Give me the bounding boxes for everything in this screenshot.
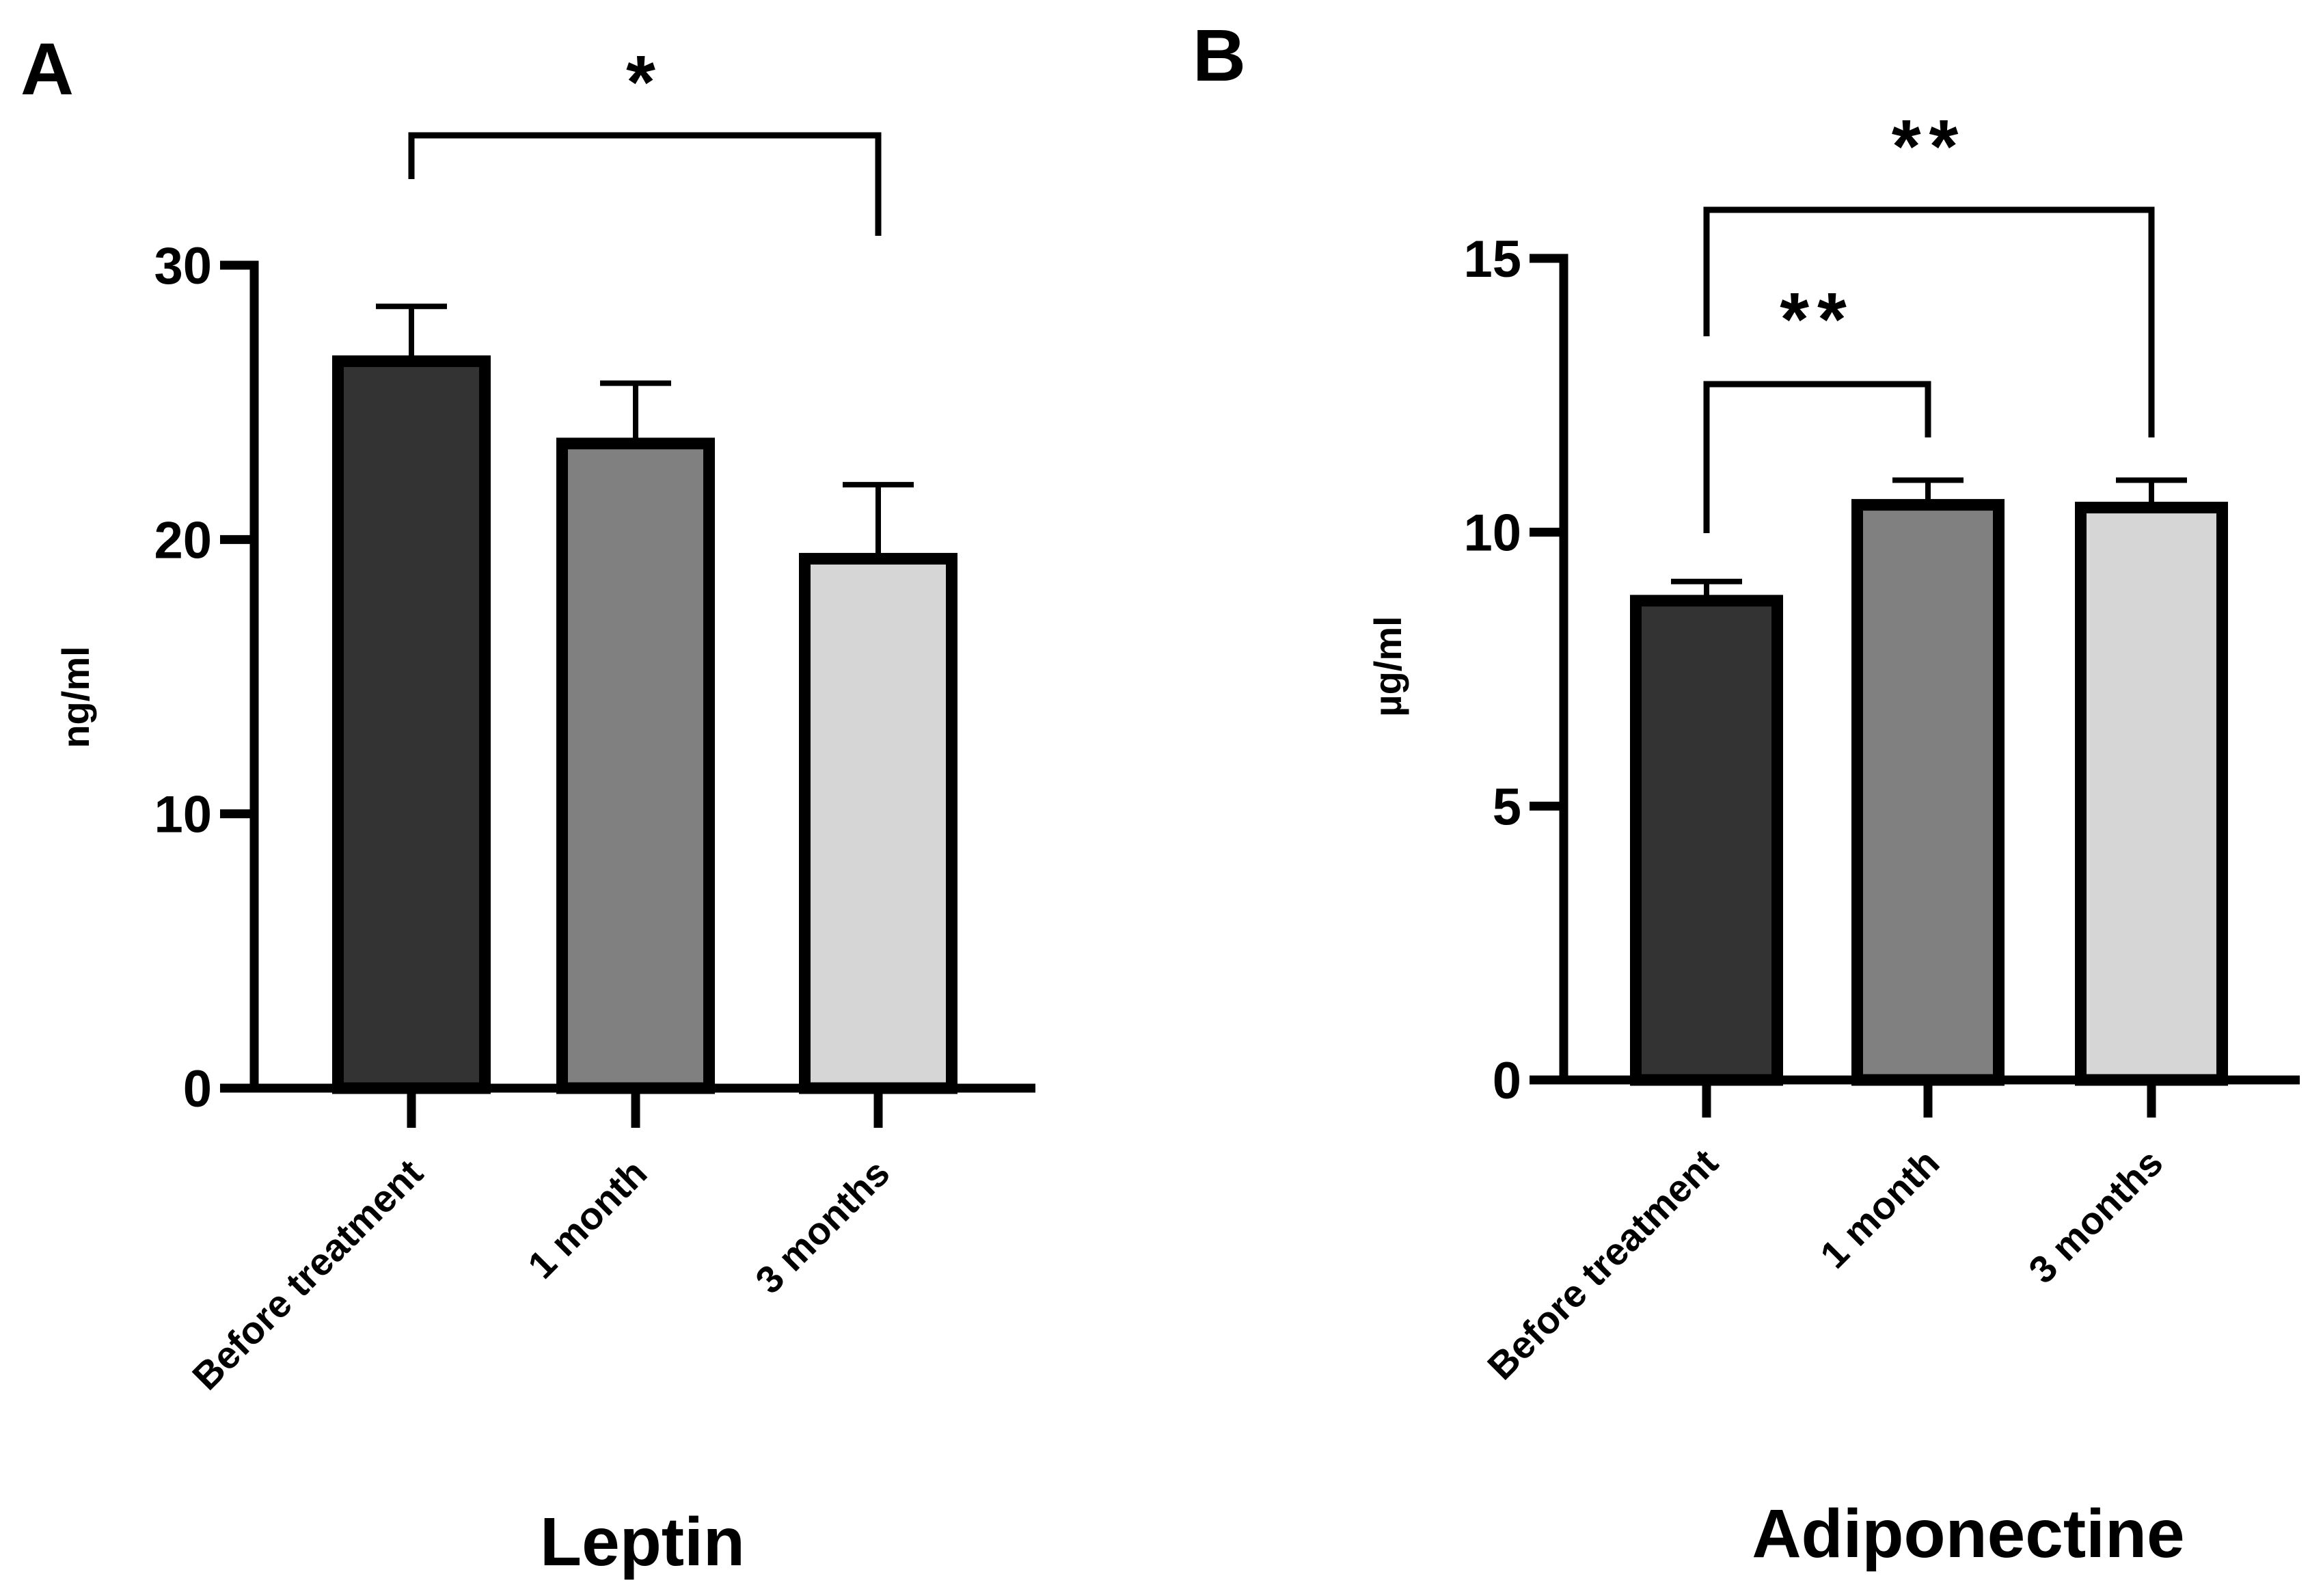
bar [332, 355, 491, 1094]
panel-b-category-labels: Before treatment 1 month 3 months [1479, 1141, 2171, 1388]
panel-a-significance: * [408, 40, 882, 236]
y-tick-label: 10 [154, 786, 212, 844]
category-label: 3 months [747, 1151, 898, 1302]
significance-bracket [1703, 381, 1931, 533]
y-tick-label: 0 [183, 1060, 212, 1118]
bar [1630, 595, 1783, 1086]
bar [556, 437, 715, 1094]
panel-b-error-bars [1671, 477, 2187, 601]
y-tick-label: 5 [1493, 778, 1521, 836]
panel-a-bars [332, 355, 957, 1128]
category-label: Before treatment [184, 1151, 431, 1398]
panel-a-error-bars [376, 303, 914, 559]
y-tick-label: 0 [1493, 1052, 1521, 1110]
y-tick-label: 30 [154, 237, 212, 295]
category-label: Before treatment [1479, 1141, 1726, 1388]
panel-b-x-axis-label: Adiponectine [1752, 1496, 2184, 1572]
panel-a-y-ticks: 0 10 20 30 [154, 237, 254, 1118]
panel-a-letter: A [21, 27, 74, 110]
panel-a-leptin-chart: A 0 10 20 30 Before treatment 1 month 3 month… [21, 27, 1035, 1580]
significance-label: * [626, 40, 664, 124]
panel-a-y-axis-label: ng/ml [54, 646, 97, 748]
y-tick-label: 10 [1463, 504, 1521, 563]
category-label: 1 month [519, 1151, 655, 1287]
significance-label: ** [1780, 278, 1855, 362]
bar [799, 552, 957, 1094]
panel-b-y-axis-label: µg/ml [1366, 616, 1409, 716]
category-label: 3 months [2020, 1141, 2171, 1292]
panel-b-adiponectine-chart: B 0 5 10 15 Before treatment 1 month 3 months… [1193, 14, 2300, 1572]
significance-bracket [408, 132, 882, 236]
bar [1851, 499, 2005, 1086]
panel-b-significance: ** ** [1703, 105, 2155, 533]
panel-a-x-axis-label: Leptin [540, 1504, 745, 1580]
bar [2075, 502, 2228, 1086]
y-tick-label: 15 [1463, 230, 1521, 288]
y-tick-label: 20 [154, 511, 212, 569]
significance-bracket [1703, 206, 2155, 437]
panel-b-y-ticks: 0 5 10 15 [1463, 230, 1564, 1110]
significance-label: ** [1892, 105, 1967, 189]
category-label: 1 month [1812, 1141, 1948, 1277]
panel-b-bars [1630, 499, 2228, 1118]
panel-b-letter: B [1193, 14, 1246, 96]
panel-a-category-labels: Before treatment 1 month 3 months [184, 1151, 897, 1398]
